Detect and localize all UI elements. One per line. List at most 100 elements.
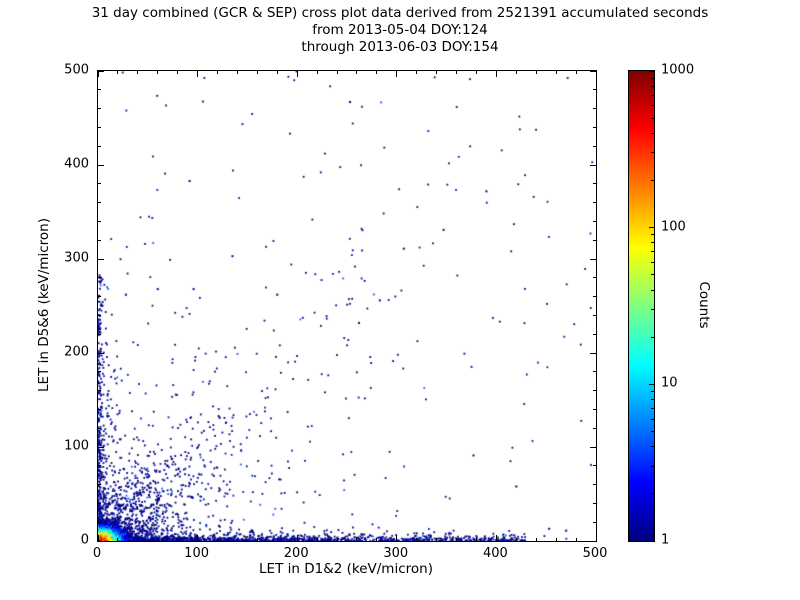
tick-mark — [98, 220, 101, 222]
scatter-canvas — [98, 71, 596, 541]
tick-mark — [316, 71, 318, 74]
tick-mark — [98, 371, 101, 373]
tick-mark — [593, 427, 596, 429]
y-tick-label: 200 — [64, 344, 89, 360]
tick-mark — [276, 538, 278, 541]
tick-mark — [98, 427, 101, 429]
tick-mark — [593, 277, 596, 279]
tick-mark — [593, 502, 596, 504]
tick-mark — [593, 183, 596, 185]
colorbar-tick-mark — [649, 70, 654, 72]
colorbar-tick-mark — [651, 430, 654, 432]
x-axis-label: LET in D1&2 (keV/micron) — [259, 561, 433, 577]
y-tick-label: 0 — [80, 532, 89, 548]
tick-mark — [495, 71, 497, 77]
tick-mark — [336, 538, 338, 541]
tick-mark — [376, 538, 378, 541]
colorbar-tick-mark — [649, 540, 654, 542]
tick-mark — [217, 538, 219, 541]
colorbar-tick-mark — [651, 242, 654, 244]
tick-mark — [157, 71, 159, 74]
tick-mark — [137, 538, 139, 541]
tick-mark — [555, 538, 557, 541]
tick-mark — [593, 371, 596, 373]
colorbar-tick-mark — [651, 309, 654, 311]
tick-mark — [177, 71, 179, 74]
tick-mark — [495, 535, 497, 541]
y-tick-label: 100 — [64, 438, 89, 454]
tick-mark — [336, 71, 338, 74]
tick-mark — [593, 89, 596, 91]
colorbar-tick-label: 1000 — [661, 62, 695, 78]
colorbar-tick-mark — [651, 94, 654, 96]
tick-mark — [475, 538, 477, 541]
colorbar-tick-mark — [651, 408, 654, 410]
tick-mark — [593, 296, 596, 298]
tick-mark — [137, 71, 139, 74]
tick-mark — [117, 71, 119, 74]
tick-mark — [256, 71, 258, 74]
chart-title-line-1: 31 day combined (GCR & SEP) cross plot d… — [91, 5, 709, 21]
tick-mark — [535, 71, 537, 74]
x-tick-label: 0 — [92, 546, 102, 561]
x-tick-label: 200 — [283, 546, 309, 561]
tick-mark — [593, 408, 596, 410]
tick-mark — [197, 535, 199, 541]
tick-mark — [436, 71, 438, 74]
tick-mark — [98, 258, 104, 260]
tick-mark — [590, 70, 596, 72]
colorbar-tick-mark — [649, 227, 654, 229]
colorbar-label: Counts — [696, 281, 712, 329]
tick-mark — [593, 220, 596, 222]
colorbar-tick-label: 10 — [661, 375, 678, 391]
colorbar-tick-mark — [651, 152, 654, 154]
chart-title-line-2: from 2013-05-04 DOY:124 — [312, 22, 488, 38]
tick-mark — [396, 535, 398, 541]
y-axis-label: LET in D5&6 (keV/micron) — [36, 218, 52, 392]
tick-mark — [593, 465, 596, 467]
colorbar-tick-mark — [651, 234, 654, 236]
tick-mark — [98, 108, 101, 110]
colorbar-tick-mark — [651, 336, 654, 338]
colorbar-tick-mark — [651, 117, 654, 119]
tick-mark — [296, 71, 298, 77]
tick-mark — [157, 538, 159, 541]
tick-mark — [98, 296, 101, 298]
colorbar-tick-mark — [651, 251, 654, 253]
tick-mark — [593, 333, 596, 335]
tick-mark — [98, 239, 101, 241]
y-tick-label: 500 — [64, 62, 89, 78]
tick-mark — [98, 89, 101, 91]
tick-mark — [595, 535, 597, 541]
tick-mark — [98, 408, 101, 410]
tick-mark — [236, 71, 238, 74]
tick-mark — [396, 71, 398, 77]
tick-mark — [236, 538, 238, 541]
tick-mark — [515, 71, 517, 74]
tick-mark — [98, 333, 101, 335]
x-tick-label: 400 — [482, 546, 508, 561]
tick-mark — [575, 538, 577, 541]
tick-mark — [98, 183, 101, 185]
tick-mark — [256, 538, 258, 541]
colorbar-tick-mark — [651, 465, 654, 467]
tick-mark — [98, 390, 101, 392]
colorbar-tick-mark — [651, 274, 654, 276]
tick-mark — [98, 446, 104, 448]
x-tick-label: 100 — [184, 546, 210, 561]
colorbar-tick-mark — [651, 261, 654, 263]
tick-mark — [575, 71, 577, 74]
tick-mark — [593, 126, 596, 128]
tick-mark — [117, 538, 119, 541]
colorbar-tick-mark — [651, 180, 654, 181]
tick-mark — [98, 484, 101, 486]
colorbar-tick-mark — [651, 391, 654, 392]
tick-mark — [590, 446, 596, 448]
tick-mark — [356, 538, 358, 541]
colorbar-tick-mark — [651, 77, 654, 79]
tick-mark — [98, 314, 101, 316]
tick-mark — [98, 502, 101, 504]
colorbar-tick-mark — [651, 132, 654, 134]
tick-mark — [177, 538, 179, 541]
tick-mark — [593, 484, 596, 486]
